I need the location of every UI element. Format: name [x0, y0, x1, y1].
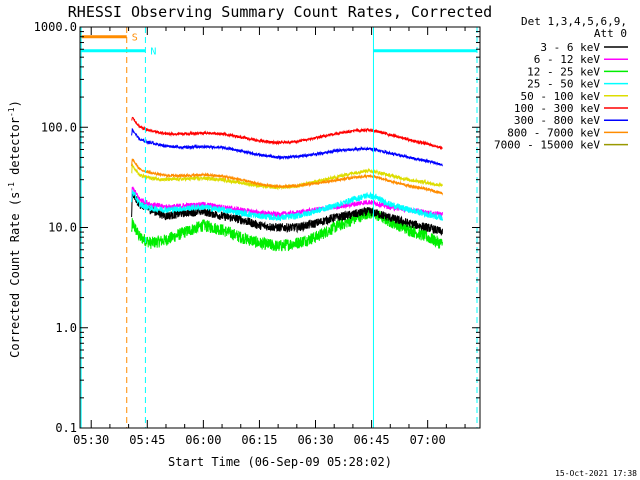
legend-entry-label: 50 - 100 keV — [521, 90, 601, 103]
series-line — [131, 188, 443, 222]
x-tick-label: 06:15 — [241, 433, 277, 447]
marker-label: S — [132, 33, 138, 44]
legend-entry-label: 300 - 800 keV — [514, 114, 600, 127]
y-axis-label-sup-1: -1 — [7, 182, 16, 192]
y-tick-label: 0.1 — [55, 421, 77, 435]
series-line — [131, 163, 443, 191]
x-tick-label: 06:45 — [354, 433, 390, 447]
x-tick-label: 05:45 — [129, 433, 165, 447]
series-line — [131, 158, 443, 196]
x-tick-label: 07:00 — [410, 433, 446, 447]
x-tick-label: 05:30 — [73, 433, 109, 447]
axis-ticks: 05:30 05:45 06:00 06:15 06:30 06:45 07:00 0.1 1.… — [34, 20, 480, 447]
marker-label: N — [150, 47, 156, 58]
series-line — [131, 193, 443, 236]
x-tick-label: 06:30 — [297, 433, 333, 447]
legend-entry-label: 25 - 50 keV — [527, 78, 600, 91]
x-tick-label: 06:00 — [185, 433, 221, 447]
legend-entry-label: 100 - 300 keV — [514, 102, 600, 115]
plot-timestamp: 15-Oct-2021 17:38 — [555, 469, 637, 478]
series-line — [131, 128, 443, 167]
y-tick-label: 10.0 — [48, 221, 77, 235]
y-tick-label: 100.0 — [41, 120, 77, 134]
legend-entry-label: 7000 - 15000 keV — [494, 139, 600, 152]
y-tick-label: 1.0 — [55, 321, 77, 335]
chart-title: RHESSI Observing Summary Count Rates, Co… — [68, 3, 492, 21]
y-tick-label: 1000.0 — [34, 20, 77, 34]
y-axis-label: Corrected Count Rate (s-1 detector-1) — [7, 100, 22, 358]
x-axis-label: Start Time (06-Sep-09 05:28:02) — [168, 455, 392, 469]
legend-entry-label: 800 - 7000 keV — [507, 126, 600, 139]
y-axis-label-mid: detector — [8, 117, 22, 182]
y-axis-label-main: Corrected Count Rate (s — [8, 192, 22, 358]
plot-area: SN — [80, 27, 478, 428]
series-line — [131, 116, 443, 151]
legend-header-line-1: Det 1,3,4,5,6,9, — [521, 15, 627, 28]
y-axis-label-sup-2: -1 — [7, 107, 16, 117]
legend-entry-label: 6 - 12 keV — [534, 53, 601, 66]
legend-entry-label: 3 - 6 keV — [540, 41, 600, 54]
y-axis-label-end: ) — [8, 100, 22, 107]
legend-entry-label: 12 - 25 keV — [527, 65, 600, 78]
legend-header-line-2: Att 0 — [594, 27, 627, 40]
